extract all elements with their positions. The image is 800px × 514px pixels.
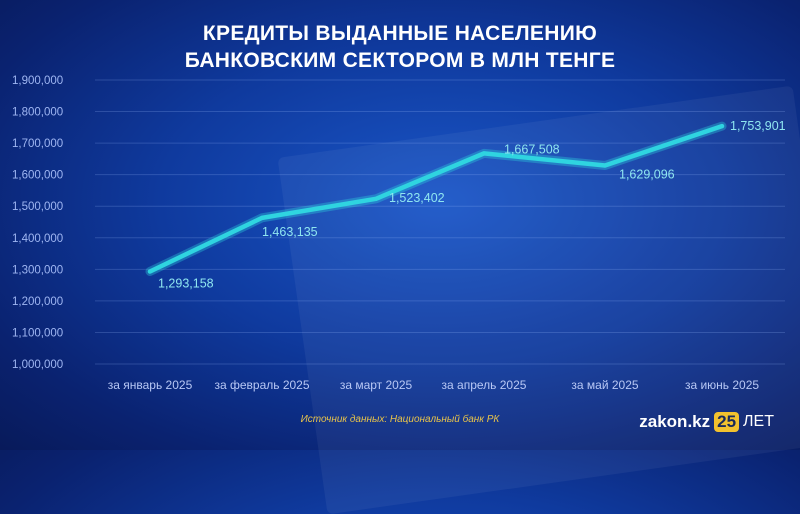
x-tick-label: за май 2025 xyxy=(571,378,638,392)
x-tick-label: за февраль 2025 xyxy=(214,378,309,392)
x-tick-label: за июнь 2025 xyxy=(685,378,759,392)
x-tick-label: за январь 2025 xyxy=(108,378,193,392)
line-chart: 1,000,000 1,100,000 1,200,000 1,300,000 1,40… xyxy=(12,75,786,392)
source-note: Источник данных: Национальный банк РК xyxy=(300,414,500,425)
y-tick-label: 1,900,000 xyxy=(12,75,63,87)
x-tick-label: за апрель 2025 xyxy=(442,378,527,392)
y-tick-label: 1,300,000 xyxy=(12,264,63,276)
data-point xyxy=(260,215,264,220)
grid-lines xyxy=(95,79,785,365)
data-label: 1,293,158 xyxy=(158,276,214,290)
data-labels: 1,293,158 1,463,135 1,523,402 1,667,508 1,62… xyxy=(148,119,786,290)
y-tick-label: 1,400,000 xyxy=(12,233,63,245)
data-label: 1,753,901 xyxy=(730,119,786,133)
data-label: 1,463,135 xyxy=(262,225,318,239)
chart-title: КРЕДИТЫ ВЫДАННЫЕ НАСЕЛЕНИЮ БАНКОВСКИМ СЕ… xyxy=(0,20,800,74)
data-point xyxy=(148,269,152,274)
data-point xyxy=(482,151,486,156)
x-axis: за январь 2025 за февраль 2025 за март 202… xyxy=(108,378,760,392)
chart-title-line-1: КРЕДИТЫ ВЫДАННЫЕ НАСЕЛЕНИЮ xyxy=(202,22,598,45)
y-tick-label: 1,800,000 xyxy=(12,107,63,119)
data-point xyxy=(720,124,724,129)
y-tick-label: 1,700,000 xyxy=(12,138,63,150)
data-point xyxy=(603,163,607,168)
x-tick-label: за март 2025 xyxy=(340,378,413,392)
series-line-path xyxy=(147,123,725,274)
series-line xyxy=(145,121,727,276)
data-label: 1,629,096 xyxy=(619,167,675,181)
data-point xyxy=(374,196,378,201)
y-tick-label: 1,000,000 xyxy=(12,359,63,371)
logo-number: 25 xyxy=(714,412,740,432)
logo-suffix: ЛЕТ xyxy=(743,413,774,430)
y-tick-label: 1,600,000 xyxy=(12,170,63,182)
y-axis: 1,000,000 1,100,000 1,200,000 1,300,000 1,40… xyxy=(12,75,63,371)
zakon-logo: zakon.kz 25 ЛЕТ xyxy=(639,412,774,432)
data-label: 1,667,508 xyxy=(504,142,560,156)
data-label: 1,523,402 xyxy=(389,191,445,205)
chart-title-line-2: БАНКОВСКИМ СЕКТОРОМ В МЛН ТЕНГЕ xyxy=(184,49,616,72)
logo-name: zakon.kz xyxy=(639,412,711,431)
y-tick-label: 1,500,000 xyxy=(12,201,63,213)
y-tick-label: 1,100,000 xyxy=(12,327,63,339)
y-tick-label: 1,200,000 xyxy=(12,296,63,308)
